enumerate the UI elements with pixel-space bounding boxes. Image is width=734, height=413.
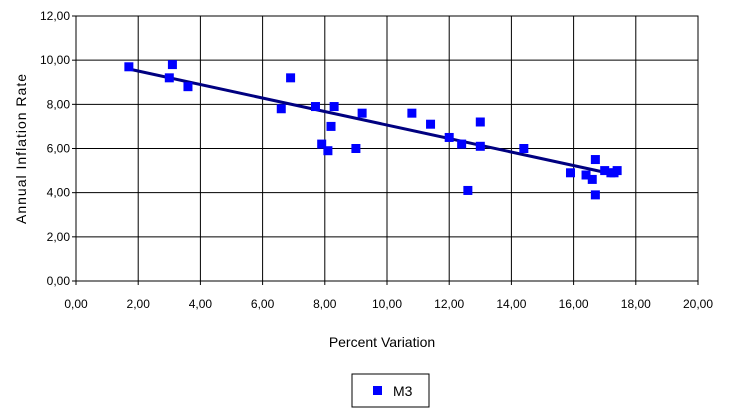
data-point [310, 102, 320, 112]
data-point [183, 82, 193, 92]
data-point [357, 108, 367, 118]
data-point [600, 166, 610, 176]
x-tick-label: 4,00 [189, 297, 213, 311]
y-tick-label: 8,00 [47, 97, 71, 111]
x-tick-label: 6,00 [251, 297, 275, 311]
y-tick-label: 4,00 [47, 186, 71, 200]
data-point [329, 102, 339, 112]
data-point [286, 73, 296, 83]
legend-label: M3 [393, 383, 413, 399]
data-point [475, 141, 485, 151]
data-point [326, 121, 336, 131]
data-point [587, 174, 597, 184]
data-point [612, 166, 622, 176]
x-axis-title: Percent Variation [329, 334, 435, 350]
y-tick-label: 0,00 [47, 274, 71, 288]
x-tick-label: 2,00 [127, 297, 151, 311]
data-point [426, 119, 436, 129]
legend-box [351, 373, 430, 408]
y-tick-label: 10,00 [40, 53, 70, 67]
data-point [444, 132, 454, 142]
data-point [475, 117, 485, 127]
y-tick-label: 6,00 [47, 142, 71, 156]
x-tick-label: 0,00 [64, 297, 88, 311]
x-tick-label: 20,00 [683, 297, 713, 311]
grid-lines [76, 16, 698, 281]
data-point [317, 139, 327, 149]
data-point [276, 104, 286, 114]
data-point [124, 62, 134, 72]
data-point [457, 139, 467, 149]
x-tick-label: 12,00 [434, 297, 464, 311]
data-point [164, 73, 174, 83]
x-tick-label: 10,00 [372, 297, 402, 311]
data-point [590, 190, 600, 200]
y-tick-label: 12,00 [40, 9, 70, 23]
y-tick-labels: 0,00 2,00 4,00 6,00 8,00 10,00 12,00 [40, 9, 76, 288]
data-point [590, 155, 600, 165]
x-tick-label: 18,00 [621, 297, 651, 311]
x-tick-label: 16,00 [559, 297, 589, 311]
y-tick-label: 2,00 [47, 230, 71, 244]
data-point [323, 146, 333, 156]
x-tick-labels: 0,00 2,00 4,00 6,00 8,00 10,00 12,00 14,00 16,00… [64, 281, 713, 311]
data-point [351, 144, 361, 153]
data-point [463, 185, 473, 195]
data-point [565, 168, 575, 178]
legend-marker [373, 386, 382, 395]
data-point [167, 60, 177, 70]
data-points [124, 60, 622, 200]
legend: M3 [351, 373, 430, 408]
data-point [519, 144, 529, 153]
x-tick-label: 14,00 [496, 297, 526, 311]
x-tick-label: 8,00 [313, 297, 337, 311]
y-axis-title: Annual Inflation Rate [13, 73, 29, 224]
data-point [581, 170, 591, 180]
trendline [128, 67, 618, 177]
data-point [407, 108, 417, 118]
